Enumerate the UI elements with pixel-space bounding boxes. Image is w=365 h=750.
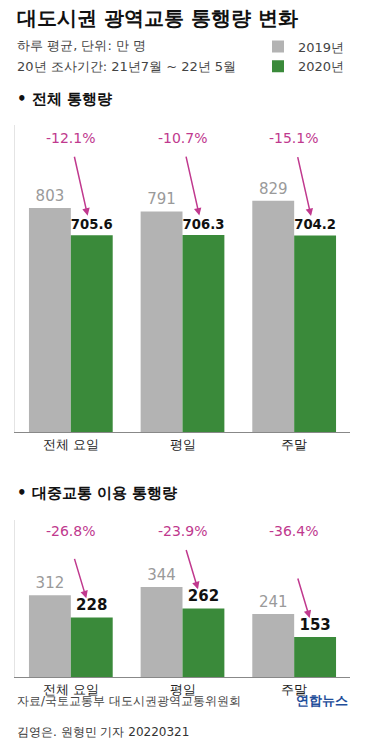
svg-text:김영은. 원형민 기자 20220321: 김영은. 원형민 기자 20220321 xyxy=(17,725,189,739)
svg-text:-23.9%: -23.9% xyxy=(158,523,208,539)
svg-text:312: 312 xyxy=(36,574,65,592)
svg-text:228: 228 xyxy=(76,596,107,614)
svg-text:주말: 주말 xyxy=(281,437,307,452)
svg-text:262: 262 xyxy=(188,587,219,605)
svg-text:803: 803 xyxy=(36,187,65,205)
svg-text:-36.4%: -36.4% xyxy=(269,523,319,539)
svg-text:평일: 평일 xyxy=(170,437,196,452)
svg-text:전체 요일: 전체 요일 xyxy=(43,437,99,452)
svg-text:344: 344 xyxy=(147,566,176,584)
svg-text:2020년: 2020년 xyxy=(298,59,344,74)
svg-text:2019년: 2019년 xyxy=(298,40,344,55)
svg-text:20년 조사기간: 21년7월 ~ 22년 5월: 20년 조사기간: 21년7월 ~ 22년 5월 xyxy=(17,59,236,74)
svg-text:-26.8%: -26.8% xyxy=(46,523,96,539)
svg-text:평일: 평일 xyxy=(170,682,196,697)
svg-text:-15.1%: -15.1% xyxy=(269,130,319,146)
svg-text:241: 241 xyxy=(259,593,288,611)
svg-text:153: 153 xyxy=(299,616,330,634)
svg-text:주말: 주말 xyxy=(281,682,307,697)
svg-text:자료/국토교통부 대도시권광역교통위원회: 자료/국토교통부 대도시권광역교통위원회 xyxy=(17,694,241,708)
svg-text:-12.1%: -12.1% xyxy=(46,130,96,146)
svg-text:• 전체 통행량: • 전체 통행량 xyxy=(17,90,112,108)
svg-text:대도시권 광역교통 통행량 변화: 대도시권 광역교통 통행량 변화 xyxy=(17,6,298,30)
svg-text:704.2: 704.2 xyxy=(294,217,336,232)
svg-text:연합뉴스: 연합뉴스 xyxy=(296,693,348,708)
svg-text:706.3: 706.3 xyxy=(183,217,225,232)
svg-text:791: 791 xyxy=(147,190,176,208)
svg-text:-10.7%: -10.7% xyxy=(158,130,208,146)
svg-text:하루 평균, 단위: 만 명: 하루 평균, 단위: 만 명 xyxy=(17,38,146,53)
svg-text:• 대중교통 이용 통행량: • 대중교통 이용 통행량 xyxy=(17,484,177,502)
svg-text:829: 829 xyxy=(259,180,288,198)
svg-text:705.6: 705.6 xyxy=(71,217,113,232)
svg-text:전체 요일: 전체 요일 xyxy=(43,682,99,697)
